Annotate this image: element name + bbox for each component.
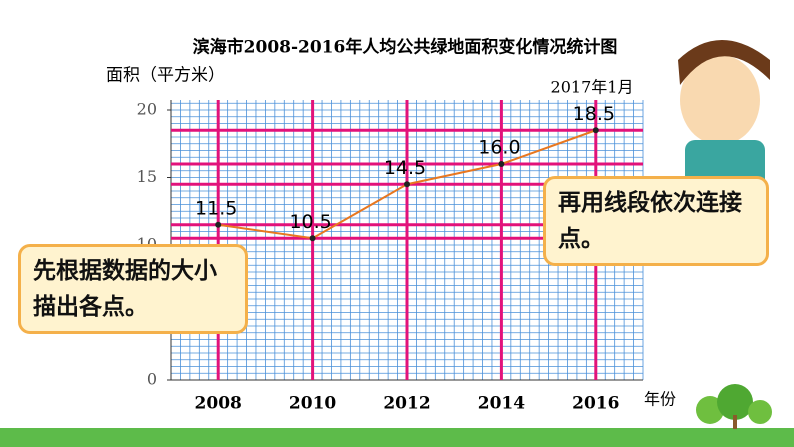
y-tick-label: 15 (137, 167, 157, 186)
callout: 先根据数据的大小描出各点。 (18, 244, 248, 334)
callout: 再用线段依次连接点。 (543, 176, 769, 266)
point (215, 221, 222, 228)
x-axis-label: 年份 (644, 390, 676, 409)
tree (717, 384, 753, 420)
date-note: 2017年1月 (551, 78, 634, 97)
girl-decor (680, 55, 760, 145)
data-label: 16.0 (478, 137, 520, 159)
data-label: 11.5 (195, 197, 237, 219)
x-tick-label: 2008 (195, 394, 242, 414)
point (404, 181, 410, 188)
x-tick-label: 2014 (478, 394, 525, 414)
point (498, 161, 505, 167)
ground (0, 428, 794, 447)
tree (748, 400, 772, 424)
y-axis-label: 面积（平方米） (106, 66, 225, 86)
tree (696, 396, 724, 424)
chart-title: 滨海市2008-2016年人均公共绿地面积变化情况统计图 (193, 37, 618, 58)
x-tick-label: 2012 (383, 394, 430, 414)
girl-hair (678, 40, 770, 85)
x-tick-label: 2010 (289, 394, 336, 414)
data-label: 10.5 (289, 211, 331, 233)
data-label: 18.5 (573, 103, 615, 125)
data-label: 14.5 (384, 157, 426, 179)
y-tick-label: 20 (137, 100, 157, 119)
x-tick-label: 2016 (572, 394, 619, 414)
y-tick-label: 0 (147, 370, 157, 389)
tree-trunk (733, 415, 737, 429)
point (592, 127, 599, 134)
point (309, 235, 316, 242)
